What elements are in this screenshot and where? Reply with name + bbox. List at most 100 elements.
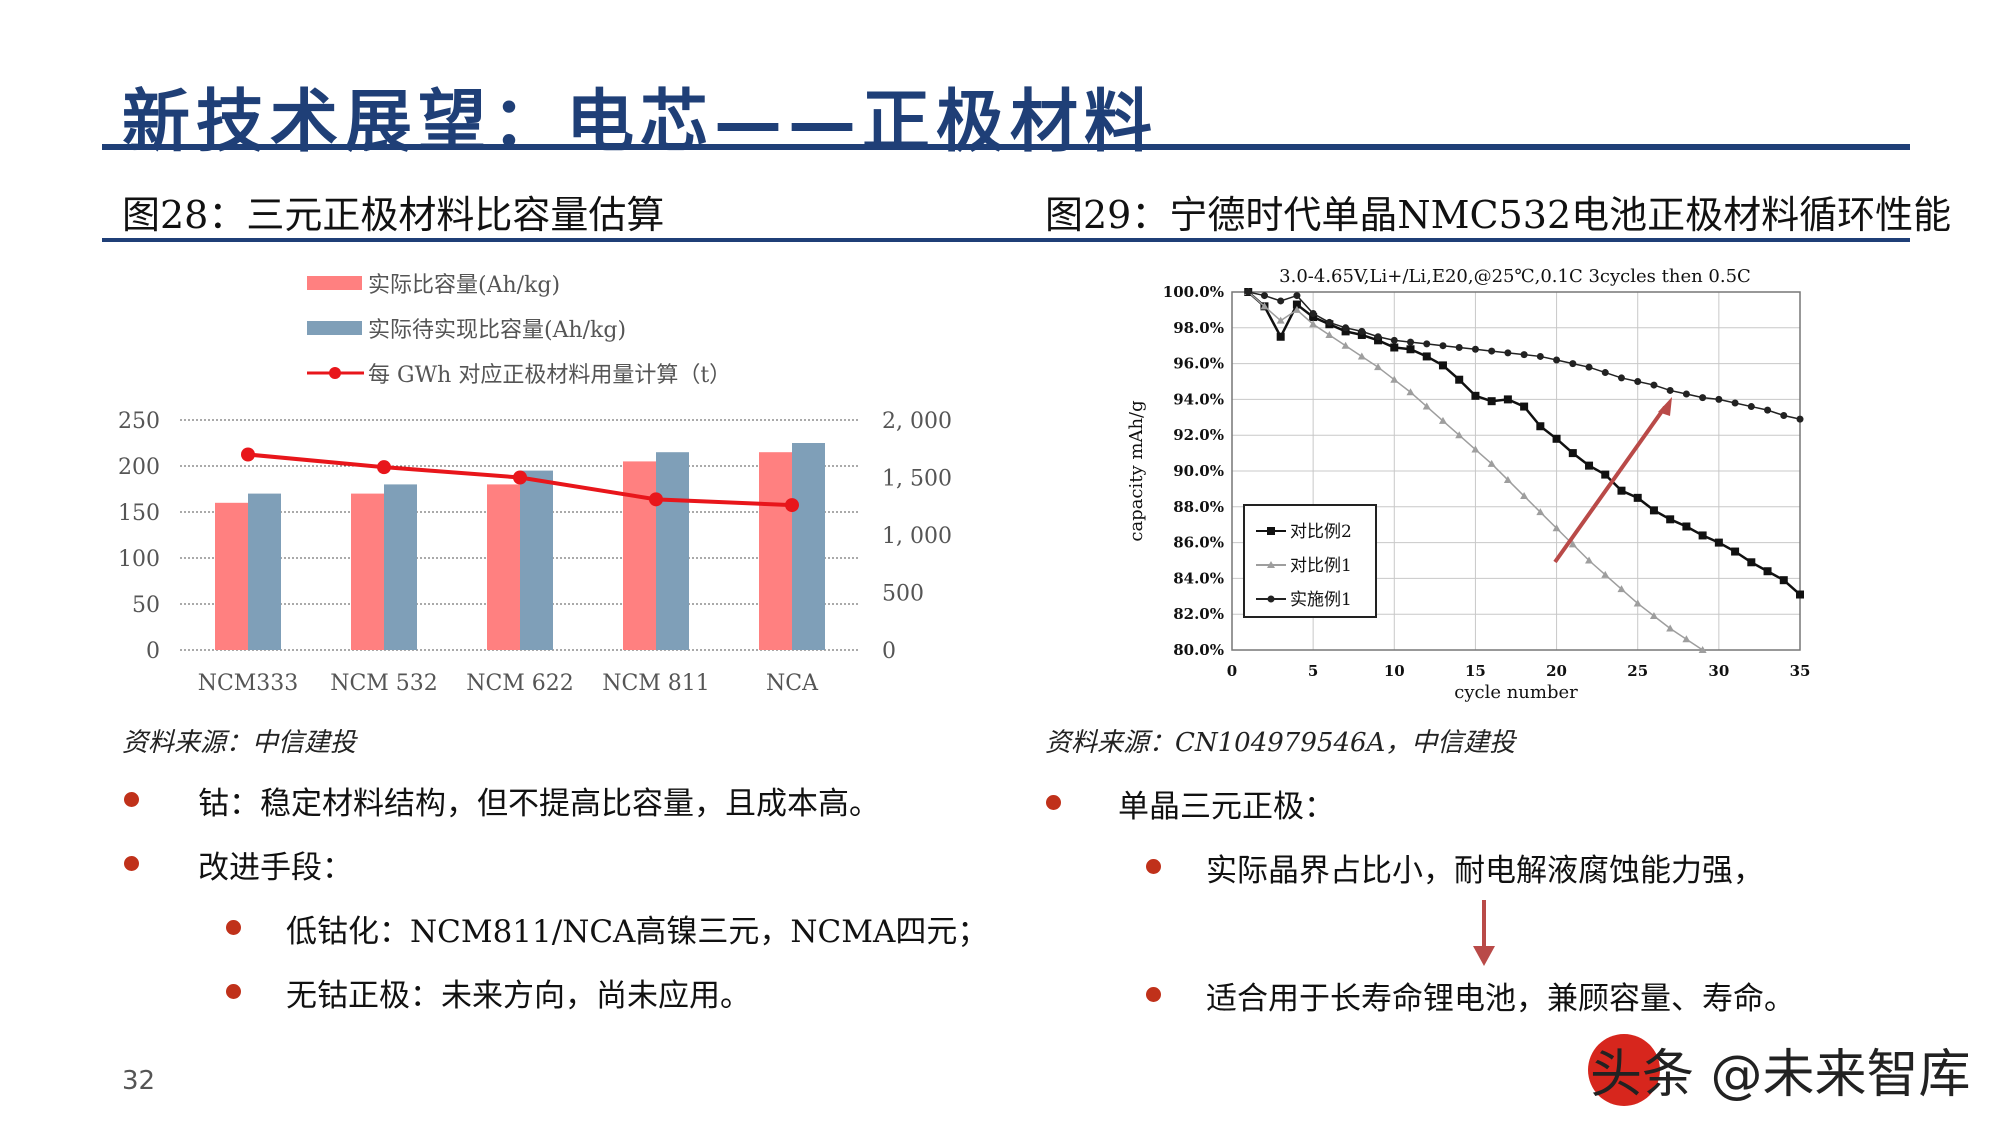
bullet-low-cobalt: 低钴化：NCM811/NCA高镍三元，NCMA四元； xyxy=(286,914,989,950)
series-point xyxy=(1666,386,1674,394)
bullet-single-crystal: 单晶三元正极： xyxy=(1118,789,1335,825)
bullet-dot xyxy=(124,856,139,871)
bullet-grain-boundary: 实际晶界占比小，耐电解液腐蚀能力强， xyxy=(1206,853,1764,889)
series-point xyxy=(1650,381,1658,389)
series-point xyxy=(1292,305,1301,313)
x-tick-label: 25 xyxy=(1627,662,1648,680)
series-point xyxy=(1698,531,1707,540)
series-point xyxy=(1585,363,1593,371)
y-tick-label: 100.0% xyxy=(1163,283,1224,301)
capacity-bar-chart: 实际比容量(Ah/kg) 实际待实现比容量(Ah/kg) 每 GWh 对应正极材料用… xyxy=(118,273,952,696)
series-point xyxy=(1634,378,1642,385)
series-point xyxy=(1520,351,1528,359)
left-figure-divider xyxy=(102,238,982,242)
series-point xyxy=(1503,395,1512,404)
series-point xyxy=(1552,434,1561,443)
trend-arrow-head xyxy=(1658,397,1672,416)
line-point xyxy=(649,492,663,507)
watermark: 头条 @未来智库 xyxy=(1590,1045,1971,1105)
y-tick-label: 90.0% xyxy=(1173,462,1224,480)
sub-bullet-dot xyxy=(226,920,241,935)
bullet-improvement: 改进手段： xyxy=(198,850,353,886)
series-point xyxy=(1553,356,1561,364)
series-point xyxy=(1439,342,1447,350)
series-point xyxy=(1422,402,1431,410)
series-point xyxy=(1780,412,1788,420)
bullet-dot xyxy=(124,792,139,807)
line-point xyxy=(513,470,527,485)
series-point xyxy=(1471,391,1480,400)
series-point xyxy=(1325,318,1333,326)
series-point xyxy=(1487,459,1496,467)
series-point xyxy=(1309,320,1318,328)
series-point xyxy=(1390,343,1399,352)
left-figure-title: 图28：三元正极材料比容量估算 xyxy=(122,193,665,237)
series-point xyxy=(1488,347,1496,355)
bar-potential-capacity xyxy=(520,470,553,650)
series-point xyxy=(1568,540,1577,548)
y-right-tick-label: 0 xyxy=(882,639,896,664)
legend-label: 实施例1 xyxy=(1290,590,1352,610)
bar-actual-capacity xyxy=(351,493,384,650)
series-point xyxy=(1374,333,1382,341)
x-tick-label: NCA xyxy=(766,671,819,696)
right-figure-divider xyxy=(976,238,1910,242)
right-figure-title: 图29：宁德时代单晶NMC532电池正极材料循环性能 xyxy=(1045,193,1952,237)
series-point xyxy=(1423,340,1431,348)
bar-potential-capacity xyxy=(384,484,417,650)
series-point xyxy=(1341,341,1350,349)
series-point xyxy=(1438,416,1447,424)
series-point xyxy=(1438,361,1447,370)
series-point xyxy=(1292,300,1301,309)
bar-actual-capacity xyxy=(759,452,792,650)
x-tick-label: 30 xyxy=(1708,662,1729,680)
y-left-tick-label: 200 xyxy=(118,455,160,480)
legend-label: 实际待实现比容量(Ah/kg) xyxy=(368,318,626,343)
series-point xyxy=(1747,403,1755,411)
watermark-logo-icon xyxy=(1588,1034,1660,1106)
legend-label: 对比例2 xyxy=(1290,522,1352,542)
sub-bullet-dot xyxy=(1146,859,1161,874)
legend-marker xyxy=(1267,595,1275,603)
series-point xyxy=(1277,297,1285,305)
x-tick-label: 0 xyxy=(1227,662,1237,680)
x-tick-label: 10 xyxy=(1384,662,1405,680)
series-point xyxy=(1309,309,1317,317)
x-tick-label: NCM 811 xyxy=(602,671,710,696)
cycle-performance-chart: 3.0-4.65V,Li+/Li,E20,@25℃,0.1C 3cycles t… xyxy=(1126,266,1810,703)
series-point xyxy=(1471,445,1480,453)
series-point xyxy=(1260,292,1268,300)
series-point xyxy=(1357,352,1366,360)
line-point xyxy=(377,460,391,475)
legend-swatch xyxy=(307,276,362,290)
y-left-tick-label: 250 xyxy=(118,409,160,434)
plot-frame xyxy=(1231,291,1801,651)
line-point xyxy=(241,447,255,462)
series-point xyxy=(1536,508,1545,516)
y-tick-label: 96.0% xyxy=(1173,355,1224,373)
series-point xyxy=(1682,635,1691,643)
y-tick-label: 86.0% xyxy=(1173,534,1224,552)
series-point xyxy=(1536,352,1544,360)
series-point xyxy=(1520,402,1529,411)
legend-swatch xyxy=(307,321,362,335)
left-source: 资料来源：中信建投 xyxy=(122,728,357,758)
series-point xyxy=(1601,369,1609,377)
bullet-dot xyxy=(1046,795,1061,810)
y-right-tick-label: 1, 500 xyxy=(882,467,952,492)
series-point xyxy=(1276,332,1285,341)
bullet-cobalt-free: 无钴正极：未来方向，尚未应用。 xyxy=(286,978,751,1014)
series-point xyxy=(1617,486,1626,495)
series-point xyxy=(1357,330,1366,339)
x-tick-label: 5 xyxy=(1308,662,1318,680)
y-tick-label: 94.0% xyxy=(1173,390,1224,408)
series-point xyxy=(1796,415,1804,423)
series-point xyxy=(1763,567,1772,576)
y-left-tick-label: 150 xyxy=(118,501,160,526)
series-point xyxy=(1406,345,1415,354)
trend-arrow xyxy=(1553,405,1667,564)
series-point xyxy=(1682,522,1691,531)
series-point xyxy=(1309,313,1318,322)
series-point xyxy=(1390,336,1398,344)
series-point xyxy=(1568,449,1577,458)
